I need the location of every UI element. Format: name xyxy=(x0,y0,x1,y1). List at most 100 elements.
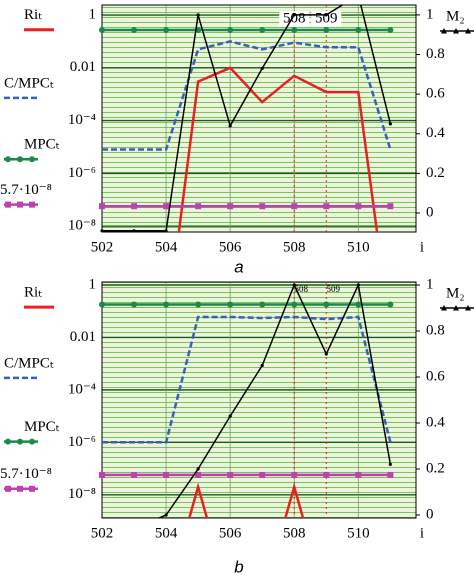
marker xyxy=(100,229,104,233)
marker xyxy=(99,27,105,34)
y2-tick-label: 0.4 xyxy=(426,125,445,141)
marker xyxy=(17,438,23,445)
marker xyxy=(227,203,234,210)
x-tick-label: 506 xyxy=(219,239,242,255)
legend-label: C/MPCₜ xyxy=(4,75,54,91)
y-tick-label: 1 xyxy=(89,276,97,292)
marker xyxy=(163,203,170,210)
marker xyxy=(17,156,23,163)
marker xyxy=(355,203,362,210)
marker xyxy=(227,471,234,478)
y2-tick-label: 0 xyxy=(426,506,434,522)
y-tick-label: 1 xyxy=(89,6,97,22)
marker xyxy=(29,156,35,163)
y2-tick-label: 0.2 xyxy=(426,460,445,476)
marker xyxy=(29,438,35,445)
reference-label: 508 xyxy=(283,10,306,26)
caption: a xyxy=(234,257,243,276)
marker xyxy=(291,27,298,34)
x-tick-label: 504 xyxy=(155,525,178,541)
marker xyxy=(228,414,232,418)
marker xyxy=(292,283,296,287)
marker xyxy=(132,229,136,233)
legend-label: MPCₜ xyxy=(24,419,60,435)
y2-tick-label: 0.4 xyxy=(426,414,445,430)
marker xyxy=(324,13,328,17)
marker xyxy=(356,283,360,287)
marker xyxy=(291,471,298,478)
legend-label: 5.7·10⁻⁸ xyxy=(0,182,52,198)
marker xyxy=(323,27,330,34)
x-tick-label: 502 xyxy=(91,239,114,255)
y-tick-label: 10⁻⁴ xyxy=(68,381,96,397)
x-tick-label: 504 xyxy=(155,239,178,255)
marker xyxy=(387,203,394,210)
marker xyxy=(163,301,170,308)
plot-frame xyxy=(101,4,417,233)
marker xyxy=(17,485,23,492)
y-tick-label: 10⁻⁴ xyxy=(68,112,96,128)
marker xyxy=(196,13,200,17)
marker xyxy=(388,122,392,126)
marker xyxy=(323,203,330,210)
marker xyxy=(164,513,168,517)
marker xyxy=(323,301,330,308)
marker xyxy=(259,203,266,210)
y-tick-label: 10⁻⁸ xyxy=(68,218,96,234)
marker xyxy=(227,301,234,308)
y2-tick-label: 0.2 xyxy=(426,165,445,181)
y2-tick-label: 0 xyxy=(426,204,434,220)
marker xyxy=(164,229,168,233)
marker xyxy=(323,471,330,478)
x-tick-label: 506 xyxy=(219,525,242,541)
reference-label: 509 xyxy=(315,10,338,26)
series-line xyxy=(177,66,379,232)
plot-background xyxy=(102,282,416,518)
marker xyxy=(260,66,264,70)
marker xyxy=(29,485,35,492)
y2-tick-label: 0.8 xyxy=(426,46,445,62)
marker xyxy=(163,27,170,34)
marker xyxy=(453,305,459,311)
legend-label: MPCₜ xyxy=(24,137,60,153)
legend-label: M₂ xyxy=(446,8,465,24)
marker xyxy=(291,203,298,210)
y2-tick-label: 0.6 xyxy=(426,368,445,384)
y-tick-label: 0.01 xyxy=(70,59,96,75)
marker xyxy=(17,201,23,208)
marker xyxy=(99,203,105,210)
y-tick-label: 10⁻⁶ xyxy=(68,165,96,181)
marker xyxy=(131,301,138,308)
y2-tick-label: 0.8 xyxy=(426,322,445,338)
x-tick-label: 502 xyxy=(91,525,114,541)
marker xyxy=(292,13,296,17)
marker xyxy=(441,305,447,311)
marker xyxy=(453,28,459,34)
x-tick-label: 508 xyxy=(283,525,306,541)
x-tick-label: 508 xyxy=(283,239,306,255)
reference-label: 509 xyxy=(327,284,341,294)
series-line xyxy=(187,482,305,518)
marker xyxy=(259,471,266,478)
marker xyxy=(131,203,138,210)
legend-label: Riₜ xyxy=(24,285,43,301)
marker xyxy=(5,438,11,445)
legend-label: M₂ xyxy=(446,285,465,301)
plot-frame xyxy=(101,281,417,519)
legend-label: Riₜ xyxy=(24,7,43,23)
marker xyxy=(259,301,266,308)
marker xyxy=(5,156,11,163)
marker xyxy=(259,27,266,34)
marker xyxy=(387,27,394,34)
series-line xyxy=(102,5,392,232)
marker xyxy=(227,27,234,34)
x-tick-label: 510 xyxy=(347,525,370,541)
marker xyxy=(260,363,264,368)
plot-background xyxy=(102,5,416,232)
marker xyxy=(441,28,447,34)
marker xyxy=(99,301,105,308)
series-line xyxy=(157,282,392,518)
marker xyxy=(5,201,11,208)
y-tick-label: 10⁻⁸ xyxy=(68,486,96,502)
